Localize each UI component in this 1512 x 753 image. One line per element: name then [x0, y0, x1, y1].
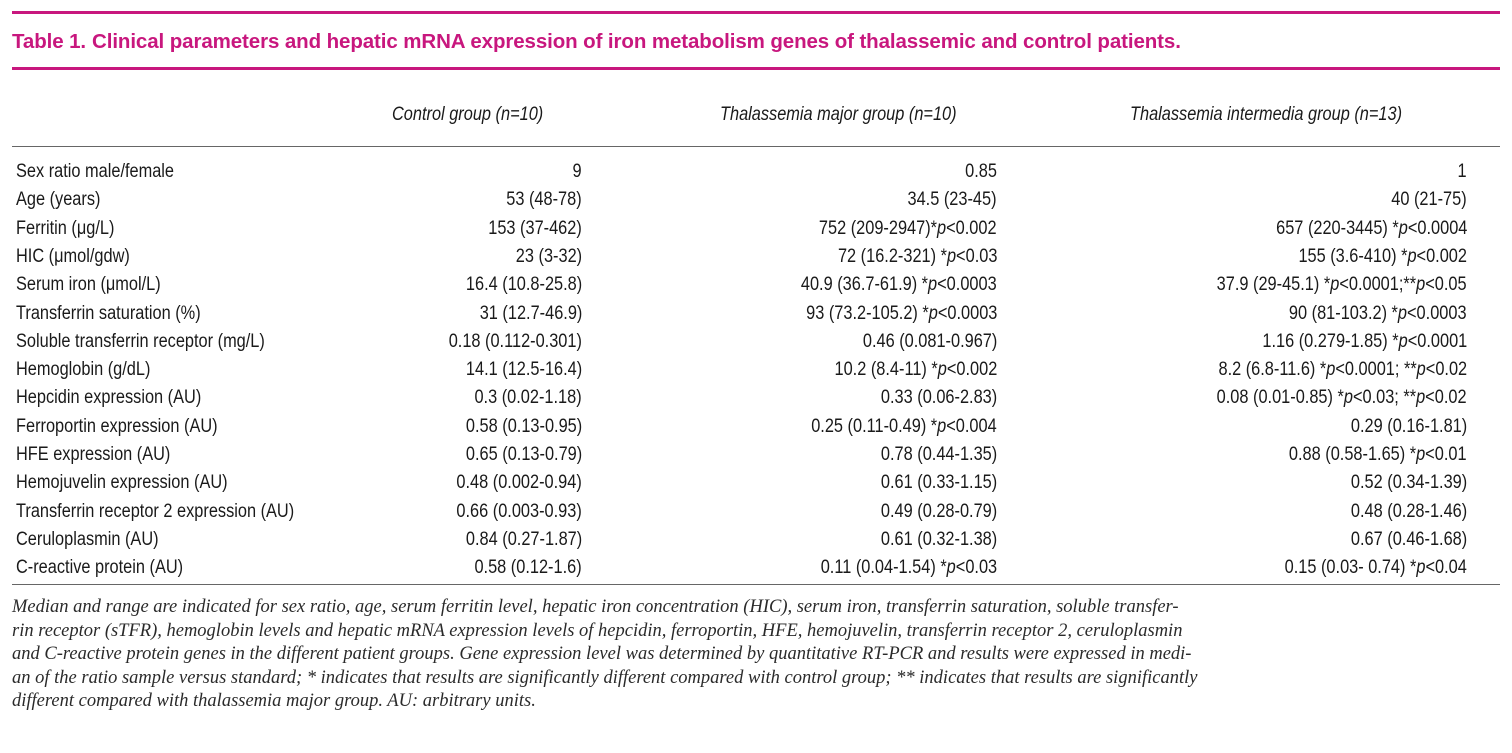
row-parameter: Hemoglobin (g/dL): [16, 359, 151, 381]
thal-major-value: 0.61 (0.33-1.15): [880, 472, 997, 494]
thal-intermedia-value: 0.15 (0.03- 0.74) *p<0.04: [1284, 557, 1467, 579]
row-parameter: Sex ratio male/female: [16, 161, 175, 182]
table-caption-label: Table 1.: [12, 30, 87, 53]
thal-intermedia-value: 0.67 (0.46-1.68): [1350, 528, 1467, 550]
thal-major-value: 0.11 (0.04-1.54) *p<0.03: [820, 557, 997, 579]
control-value: 153 (37-462): [488, 217, 582, 239]
column-header-thal-intermedia: Thalassemia intermedia group (n=13): [1130, 104, 1403, 125]
control-value: 14.1 (12.5-16.4): [465, 359, 582, 381]
table-row: Ferritin (μg/L) 153 (37-462) 752 (209-2947…: [0, 215, 1512, 243]
control-value: 23 (3-32): [515, 245, 582, 267]
table-footnote: Median and range are indicated for sex r…: [12, 596, 1496, 714]
footnote-line: an of the ratio sample versus standard; …: [12, 667, 1198, 688]
thal-intermedia-value: 1: [1457, 161, 1467, 182]
table-row: Serum iron (μmol/L) 16.4 (10.8-25.8) 40.9 …: [0, 271, 1512, 299]
row-parameter: Ceruloplasmin (AU): [16, 528, 159, 550]
control-value: 53 (48-78): [506, 189, 582, 211]
footnote-line: Median and range are indicated for sex r…: [12, 597, 1179, 617]
caption-bottom-rule: [12, 67, 1500, 70]
thal-major-value: 0.78 (0.44-1.35): [880, 444, 997, 465]
table-row: Ferroportin expression (AU) 0.58 (0.13-0.…: [0, 413, 1512, 441]
row-parameter: Ferroportin expression (AU): [16, 415, 218, 437]
thal-intermedia-value: 657 (220-3445) *p<0.0004: [1275, 217, 1467, 239]
row-parameter: Hepcidin expression (AU): [16, 387, 202, 409]
row-parameter: HFE expression (AU): [16, 444, 171, 465]
row-parameter: Serum iron (μmol/L): [16, 274, 161, 296]
table-bottom-rule: [12, 584, 1500, 585]
thal-major-value: 34.5 (23-45): [907, 189, 997, 211]
thal-major-value: 0.46 (0.081-0.967): [862, 330, 997, 352]
thal-major-value: 0.25 (0.11-0.49) *p<0.004: [811, 415, 997, 437]
thal-intermedia-value: 0.52 (0.34-1.39): [1350, 472, 1467, 494]
header-rule: [12, 146, 1500, 147]
table-row: Ceruloplasmin (AU) 0.84 (0.27-1.87) 0.61 (…: [0, 526, 1512, 554]
thal-major-value: 10.2 (8.4-11) *p<0.002: [834, 359, 997, 381]
row-parameter: HIC (μmol/gdw): [16, 245, 130, 267]
row-parameter: Ferritin (μg/L): [16, 217, 115, 239]
control-value: 16.4 (10.8-25.8): [465, 274, 582, 296]
table-row: Soluble transferrin receptor (mg/L) 0.18 …: [0, 328, 1512, 356]
caption-top-rule: [12, 11, 1500, 14]
table-row: C-reactive protein (AU) 0.58 (0.12-1.6) 0.…: [0, 554, 1512, 582]
table-row: Hemojuvelin expression (AU) 0.48 (0.002-0…: [0, 469, 1512, 497]
thal-intermedia-value: 37.9 (29-45.1) *p<0.0001;**p<0.05: [1217, 274, 1467, 296]
row-parameter: Hemojuvelin expression (AU): [16, 472, 228, 494]
control-value: 0.58 (0.12-1.6): [474, 557, 582, 579]
table-caption: Table 1. Clinical parameters and hepatic …: [12, 30, 1502, 54]
footnote-line: rin receptor (sTFR), hemoglobin levels a…: [12, 620, 1183, 641]
thal-intermedia-value: 0.08 (0.01-0.85) *p<0.03; **p<0.02: [1217, 387, 1467, 409]
thal-major-value: 40.9 (36.7-61.9) *p<0.0003: [801, 274, 997, 296]
footnote-line: and C-reactive protein genes in the diff…: [12, 644, 1192, 664]
control-value: 0.84 (0.27-1.87): [465, 528, 582, 550]
thal-intermedia-value: 1.16 (0.279-1.85) *p<0.0001: [1262, 330, 1467, 352]
table-row: Transferrin saturation (%) 31 (12.7-46.9)…: [0, 300, 1512, 328]
control-value: 0.58 (0.13-0.95): [465, 415, 582, 437]
thal-intermedia-value: 0.29 (0.16-1.81): [1350, 415, 1467, 437]
column-header-thal-major: Thalassemia major group (n=10): [720, 104, 957, 125]
column-header-control: Control group (n=10): [392, 104, 544, 125]
row-parameter: Transferrin saturation (%): [16, 302, 201, 324]
thal-major-value: 0.33 (0.06-2.83): [880, 387, 997, 409]
thal-intermedia-value: 90 (81-103.2) *p<0.0003: [1289, 302, 1467, 324]
row-parameter: Soluble transferrin receptor (mg/L): [16, 330, 265, 352]
row-parameter: C-reactive protein (AU): [16, 557, 184, 579]
table-caption-text: Clinical parameters and hepatic mRNA exp…: [92, 30, 1181, 53]
table-row: HFE expression (AU) 0.65 (0.13-0.79) 0.78 …: [0, 441, 1512, 469]
table-row: Hepcidin expression (AU) 0.3 (0.02-1.18) 0…: [0, 384, 1512, 412]
thal-intermedia-value: 40 (21-75): [1391, 189, 1467, 211]
control-value: 31 (12.7-46.9): [479, 302, 582, 324]
thal-major-value: 0.61 (0.32-1.38): [880, 528, 997, 550]
thal-major-value: 0.85: [965, 161, 997, 182]
table-row: HIC (μmol/gdw) 23 (3-32) 72 (16.2-321) *p<…: [0, 243, 1512, 271]
thal-major-value: 72 (16.2-321) *p<0.03: [837, 245, 997, 267]
table-row: Hemoglobin (g/dL) 14.1 (12.5-16.4) 10.2 (8…: [0, 356, 1512, 384]
control-value: 0.3 (0.02-1.18): [474, 387, 582, 409]
table-row: Transferrin receptor 2 expression (AU) 0.…: [0, 498, 1512, 526]
table-row: Sex ratio male/female 9 0.85 1: [0, 158, 1512, 186]
thal-major-value: 752 (209-2947)*p<0.002: [819, 217, 997, 239]
thal-intermedia-value: 8.2 (6.8-11.6) *p<0.0001; **p<0.02: [1218, 359, 1467, 381]
table-row: Age (years) 53 (48-78) 34.5 (23-45) 40 (21-…: [0, 186, 1512, 214]
control-value: 0.48 (0.002-0.94): [456, 472, 582, 494]
control-value: 0.66 (0.003-0.93): [456, 500, 582, 522]
thal-intermedia-value: 0.88 (0.58-1.65) *p<0.01: [1289, 444, 1467, 465]
thal-intermedia-value: 0.48 (0.28-1.46): [1350, 500, 1467, 522]
thal-major-value: 0.49 (0.28-0.79): [880, 500, 997, 522]
thal-major-value: 93 (73.2-105.2) *p<0.0003: [805, 302, 997, 324]
control-value: 9: [572, 161, 582, 182]
control-value: 0.18 (0.112-0.301): [448, 330, 582, 352]
thal-intermedia-value: 155 (3.6-410) *p<0.002: [1298, 245, 1467, 267]
control-value: 0.65 (0.13-0.79): [465, 444, 582, 465]
row-parameter: Transferrin receptor 2 expression (AU): [16, 500, 295, 522]
footnote-line: different compared with thalassemia majo…: [12, 691, 536, 711]
row-parameter: Age (years): [16, 189, 101, 211]
